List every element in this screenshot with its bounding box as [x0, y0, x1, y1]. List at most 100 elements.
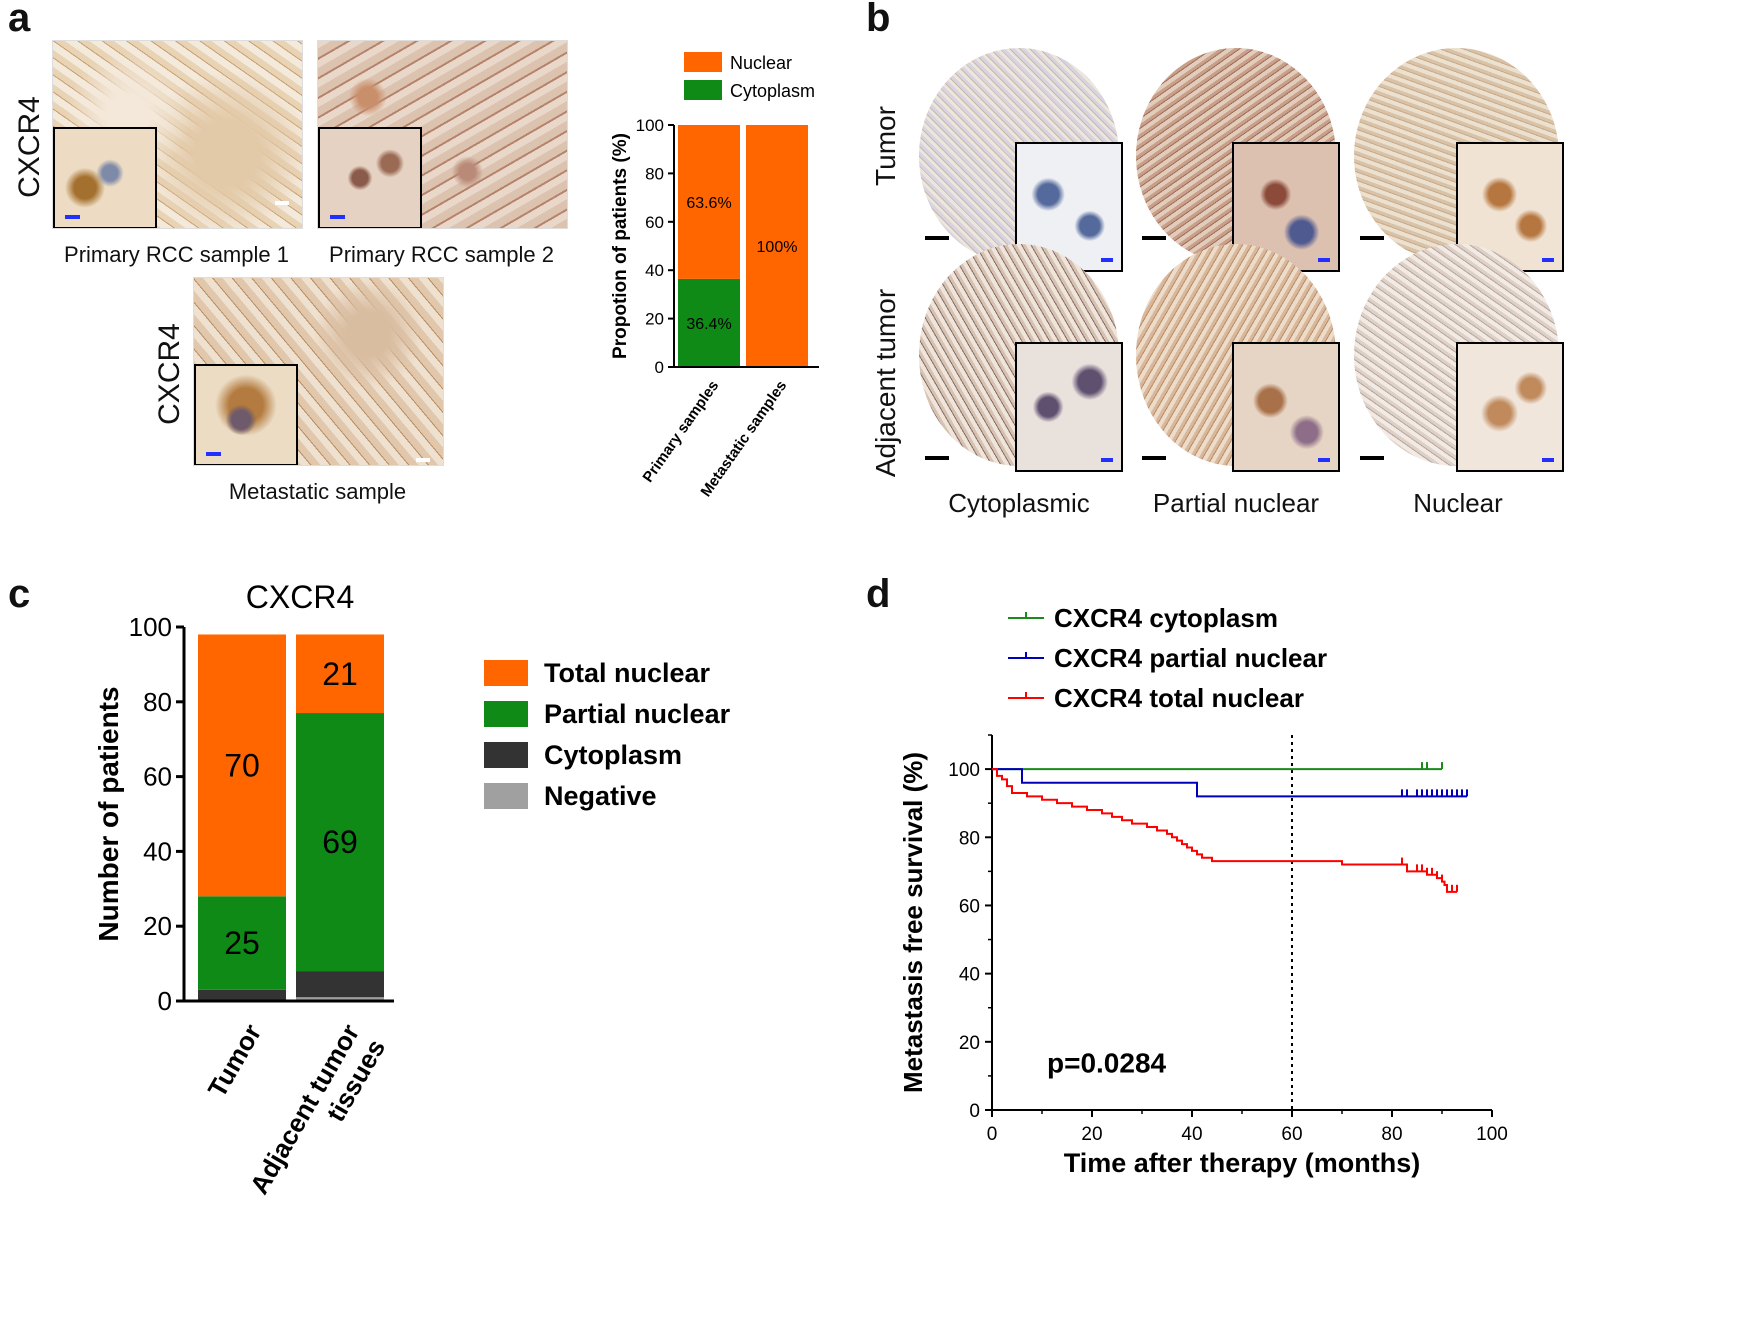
x-tick-label: Adjacent tumortissues: [244, 1019, 391, 1214]
chart-c-patients: CXCR4 25 70 Tumor 69 21 Adjacent tumortissues 0…: [93, 579, 731, 1214]
micrograph-metastatic: [193, 277, 444, 466]
legend-swatch-total-nuclear: [484, 660, 528, 686]
chart-a-proportion: Nuclear Cytoplasm 36.4% 63.6% Primary sample…: [610, 52, 819, 500]
y-tick-label: 80: [959, 828, 980, 849]
row-label-cxcr4-bottom: CXCR4: [153, 323, 186, 425]
micrograph-primary-1: [52, 40, 303, 229]
y-tick-label: 0: [655, 358, 664, 377]
scale-bar-inset: [1101, 258, 1113, 262]
bar-cytoplasm-0: [198, 989, 286, 1001]
inset-tma: [1232, 342, 1340, 472]
legend-swatch-cytoplasm: [684, 80, 722, 100]
legend-swatch-partial-nuclear: [484, 701, 528, 727]
x-tick-label: 100: [1476, 1124, 1508, 1145]
legend-label-partial-nuclear: Partial nuclear: [544, 699, 731, 729]
bar-total-nuclear-0: [198, 634, 286, 897]
legend-swatch-cytoplasm: [484, 742, 528, 768]
scale-bar: [275, 201, 289, 205]
legend-label-1: CXCR4 partial nuclear: [1054, 643, 1327, 673]
legend-label-cytoplasm: Cytoplasm: [544, 740, 682, 770]
y-tick-label: 0: [969, 1101, 980, 1122]
panel-letter-d: d: [866, 572, 891, 616]
col-label-nuclear: Nuclear: [1413, 488, 1503, 518]
scale-bar-inset: [206, 452, 221, 456]
data-label: 63.6%: [686, 195, 731, 212]
legend-label-cytoplasm: Cytoplasm: [730, 81, 815, 101]
scale-bar-inset: [1101, 458, 1113, 462]
y-tick-label: 40: [959, 965, 980, 986]
legend-swatch-negative: [484, 783, 528, 809]
panel-letter-c: c: [8, 572, 31, 616]
bar-negative-1: [296, 997, 384, 1001]
scale-bar-inset: [330, 215, 345, 219]
scale-bar-inset: [1542, 458, 1554, 462]
y-tick-label: 60: [143, 762, 172, 792]
tma-adjacent-nuclear: [1352, 238, 1564, 472]
y-axis-label: Propotion of patients (%): [610, 133, 631, 359]
col-label-cytoplasmic: Cytoplasmic: [948, 488, 1090, 518]
scale-bar: [1142, 456, 1166, 460]
y-tick-label: 80: [143, 687, 172, 717]
scale-bar: [1360, 456, 1384, 460]
x-tick-label: 40: [1181, 1124, 1202, 1145]
row-label-cxcr4-top: CXCR4: [13, 96, 46, 198]
legend-label-0: CXCR4 cytoplasm: [1054, 603, 1278, 633]
bar-partial-nuclear-0: [198, 896, 286, 990]
inset-metastatic: [194, 364, 298, 465]
scale-bar: [925, 236, 949, 240]
inset-tma: [1015, 342, 1123, 472]
y-tick-label: 40: [645, 261, 664, 280]
y-tick-label: 40: [143, 836, 172, 866]
y-tick-label: 80: [645, 164, 664, 183]
scale-bar-inset: [65, 215, 80, 219]
legend-label-negative: Negative: [544, 781, 657, 811]
bar-cytoplasm-1: [296, 971, 384, 998]
x-axis-label: Time after therapy (months): [1064, 1148, 1421, 1178]
km-curve-1: [992, 768, 1467, 798]
data-label: 69: [322, 824, 358, 860]
x-tick-label-line: Tumor: [202, 1019, 267, 1102]
tma-adjacent-partial: [1134, 238, 1340, 472]
tma-tumor-nuclear: [1352, 40, 1564, 272]
data-label: 21: [322, 656, 358, 692]
bar-nuclear-0: [678, 125, 740, 279]
y-tick-label: 20: [959, 1033, 980, 1054]
y-tick-label: 60: [645, 213, 664, 232]
scale-bar-inset: [1318, 258, 1330, 262]
inset-primary-1: [53, 127, 157, 228]
chart-d-survival: CXCR4 cytoplasm CXCR4 partial nuclear CXCR…: [898, 603, 1508, 1178]
scale-bar-inset: [1542, 258, 1554, 262]
data-label: 70: [224, 747, 260, 783]
bar-total-nuclear-1: [296, 634, 384, 714]
micrograph-primary-2: [317, 40, 568, 229]
y-tick-label: 20: [645, 310, 664, 329]
inset-tma: [1456, 342, 1564, 472]
data-label: 36.4%: [686, 316, 731, 333]
legend-label-2: CXCR4 total nuclear: [1054, 683, 1304, 713]
scale-bar: [416, 458, 430, 462]
inset-primary-2: [318, 127, 422, 228]
y-tick-label: 100: [948, 760, 980, 781]
data-label: 100%: [757, 239, 798, 256]
y-tick-label: 0: [158, 986, 172, 1016]
legend-label-total-nuclear: Total nuclear: [544, 658, 711, 688]
tma-adjacent-cytoplasmic: [917, 238, 1123, 472]
col-label-partial-nuclear: Partial nuclear: [1152, 488, 1320, 518]
panel-letter-a: a: [8, 0, 31, 40]
scale-bar-inset: [1318, 458, 1330, 462]
data-label: 25: [224, 925, 260, 961]
caption-primary-2: Primary RCC sample 2: [329, 242, 554, 267]
legend-swatch-nuclear: [684, 52, 722, 72]
y-axis-label: Number of patients: [93, 686, 124, 941]
y-tick-label: 20: [143, 911, 172, 941]
row-label-adjacent: Adjacent tumor: [870, 288, 901, 478]
tma-tumor-cytoplasmic: [917, 40, 1123, 272]
x-tick-label: 0: [987, 1124, 998, 1145]
row-label-tumor: Tumor: [870, 106, 901, 186]
x-tick-label: 80: [1381, 1124, 1402, 1145]
p-value: p=0.0284: [1047, 1048, 1167, 1079]
x-tick-label: Tumor: [202, 1019, 267, 1102]
x-tick-label: Primary samples: [639, 378, 722, 486]
scale-bar: [925, 456, 949, 460]
scale-bar: [1360, 236, 1384, 240]
